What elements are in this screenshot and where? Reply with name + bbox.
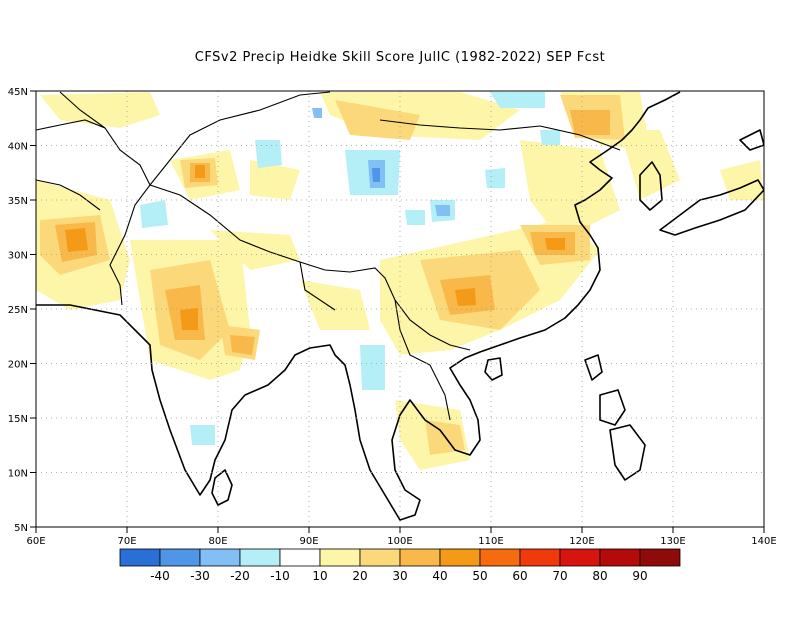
lat-label-35n: 35N (8, 196, 28, 207)
colorbar-swatch (319, 548, 361, 567)
colorbar-swatch (359, 548, 401, 567)
lon-label-90e: 90E (299, 536, 318, 547)
colorbar-tick-label: -30 (190, 569, 210, 583)
lat-label-20n: 20N (8, 360, 28, 371)
lon-label-140e: 140E (751, 536, 776, 547)
colorbar-swatch (639, 548, 681, 567)
lat-label-5n: 5N (14, 523, 28, 534)
colorbar-tick-label: -20 (230, 569, 250, 583)
country-borders (36, 91, 621, 421)
colorbar-tick-label: 90 (632, 569, 647, 583)
colorbar-tick-label: 30 (392, 569, 407, 583)
lon-label-60e: 60E (26, 536, 45, 547)
colorbar-swatch (199, 548, 241, 567)
lon-label-110e: 110E (478, 536, 503, 547)
longitude-labels: 60E 70E 80E 90E 100E 110E 120E 130E 140E (26, 536, 776, 547)
colorbar-swatch (279, 548, 321, 567)
lat-label-45n: 45N (8, 87, 28, 98)
colorbar-tick-label: 70 (552, 569, 567, 583)
colorbar-swatch (119, 548, 161, 567)
colorbar-tick-label: 60 (512, 569, 527, 583)
colorbar-tick-label: -10 (270, 569, 290, 583)
latitude-labels: 45N 40N 35N 30N 25N 20N 15N 10N 5N (8, 87, 28, 534)
map-title: CFSv2 Precip Heidke Skill Score JulIC (1… (194, 50, 606, 65)
colorbar-tick-label: 50 (472, 569, 487, 583)
colorbar-swatch (559, 548, 601, 567)
lon-label-80e: 80E (208, 536, 227, 547)
colorbar-swatch (159, 548, 201, 567)
colorbar-swatch (399, 548, 441, 567)
colorbar-tick-label: 40 (432, 569, 447, 583)
colorbar-swatch (599, 548, 641, 567)
colorbar-swatch (519, 548, 561, 567)
coastlines (36, 91, 764, 521)
colorbar-tick-label: 20 (352, 569, 367, 583)
colorbar-tick-label: -40 (150, 569, 170, 583)
lat-label-40n: 40N (8, 142, 28, 153)
axis-ticks (30, 90, 765, 533)
lat-label-30n: 30N (8, 251, 28, 262)
colorbar: -40 -30 -20 -10 10 20 30 40 50 60 70 80 90 (119, 548, 681, 583)
lon-label-70e: 70E (117, 536, 136, 547)
lon-label-100e: 100E (387, 536, 412, 547)
lat-label-25n: 25N (8, 305, 28, 316)
colorbar-tick-label: 10 (312, 569, 327, 583)
lat-label-15n: 15N (8, 414, 28, 425)
lon-label-120e: 120E (569, 536, 594, 547)
lat-label-10n: 10N (8, 469, 28, 480)
colorbar-swatch (479, 548, 521, 567)
lon-label-130e: 130E (660, 536, 685, 547)
colorbar-swatch (239, 548, 281, 567)
colorbar-tick-label: 80 (592, 569, 607, 583)
colorbar-swatch (439, 548, 481, 567)
